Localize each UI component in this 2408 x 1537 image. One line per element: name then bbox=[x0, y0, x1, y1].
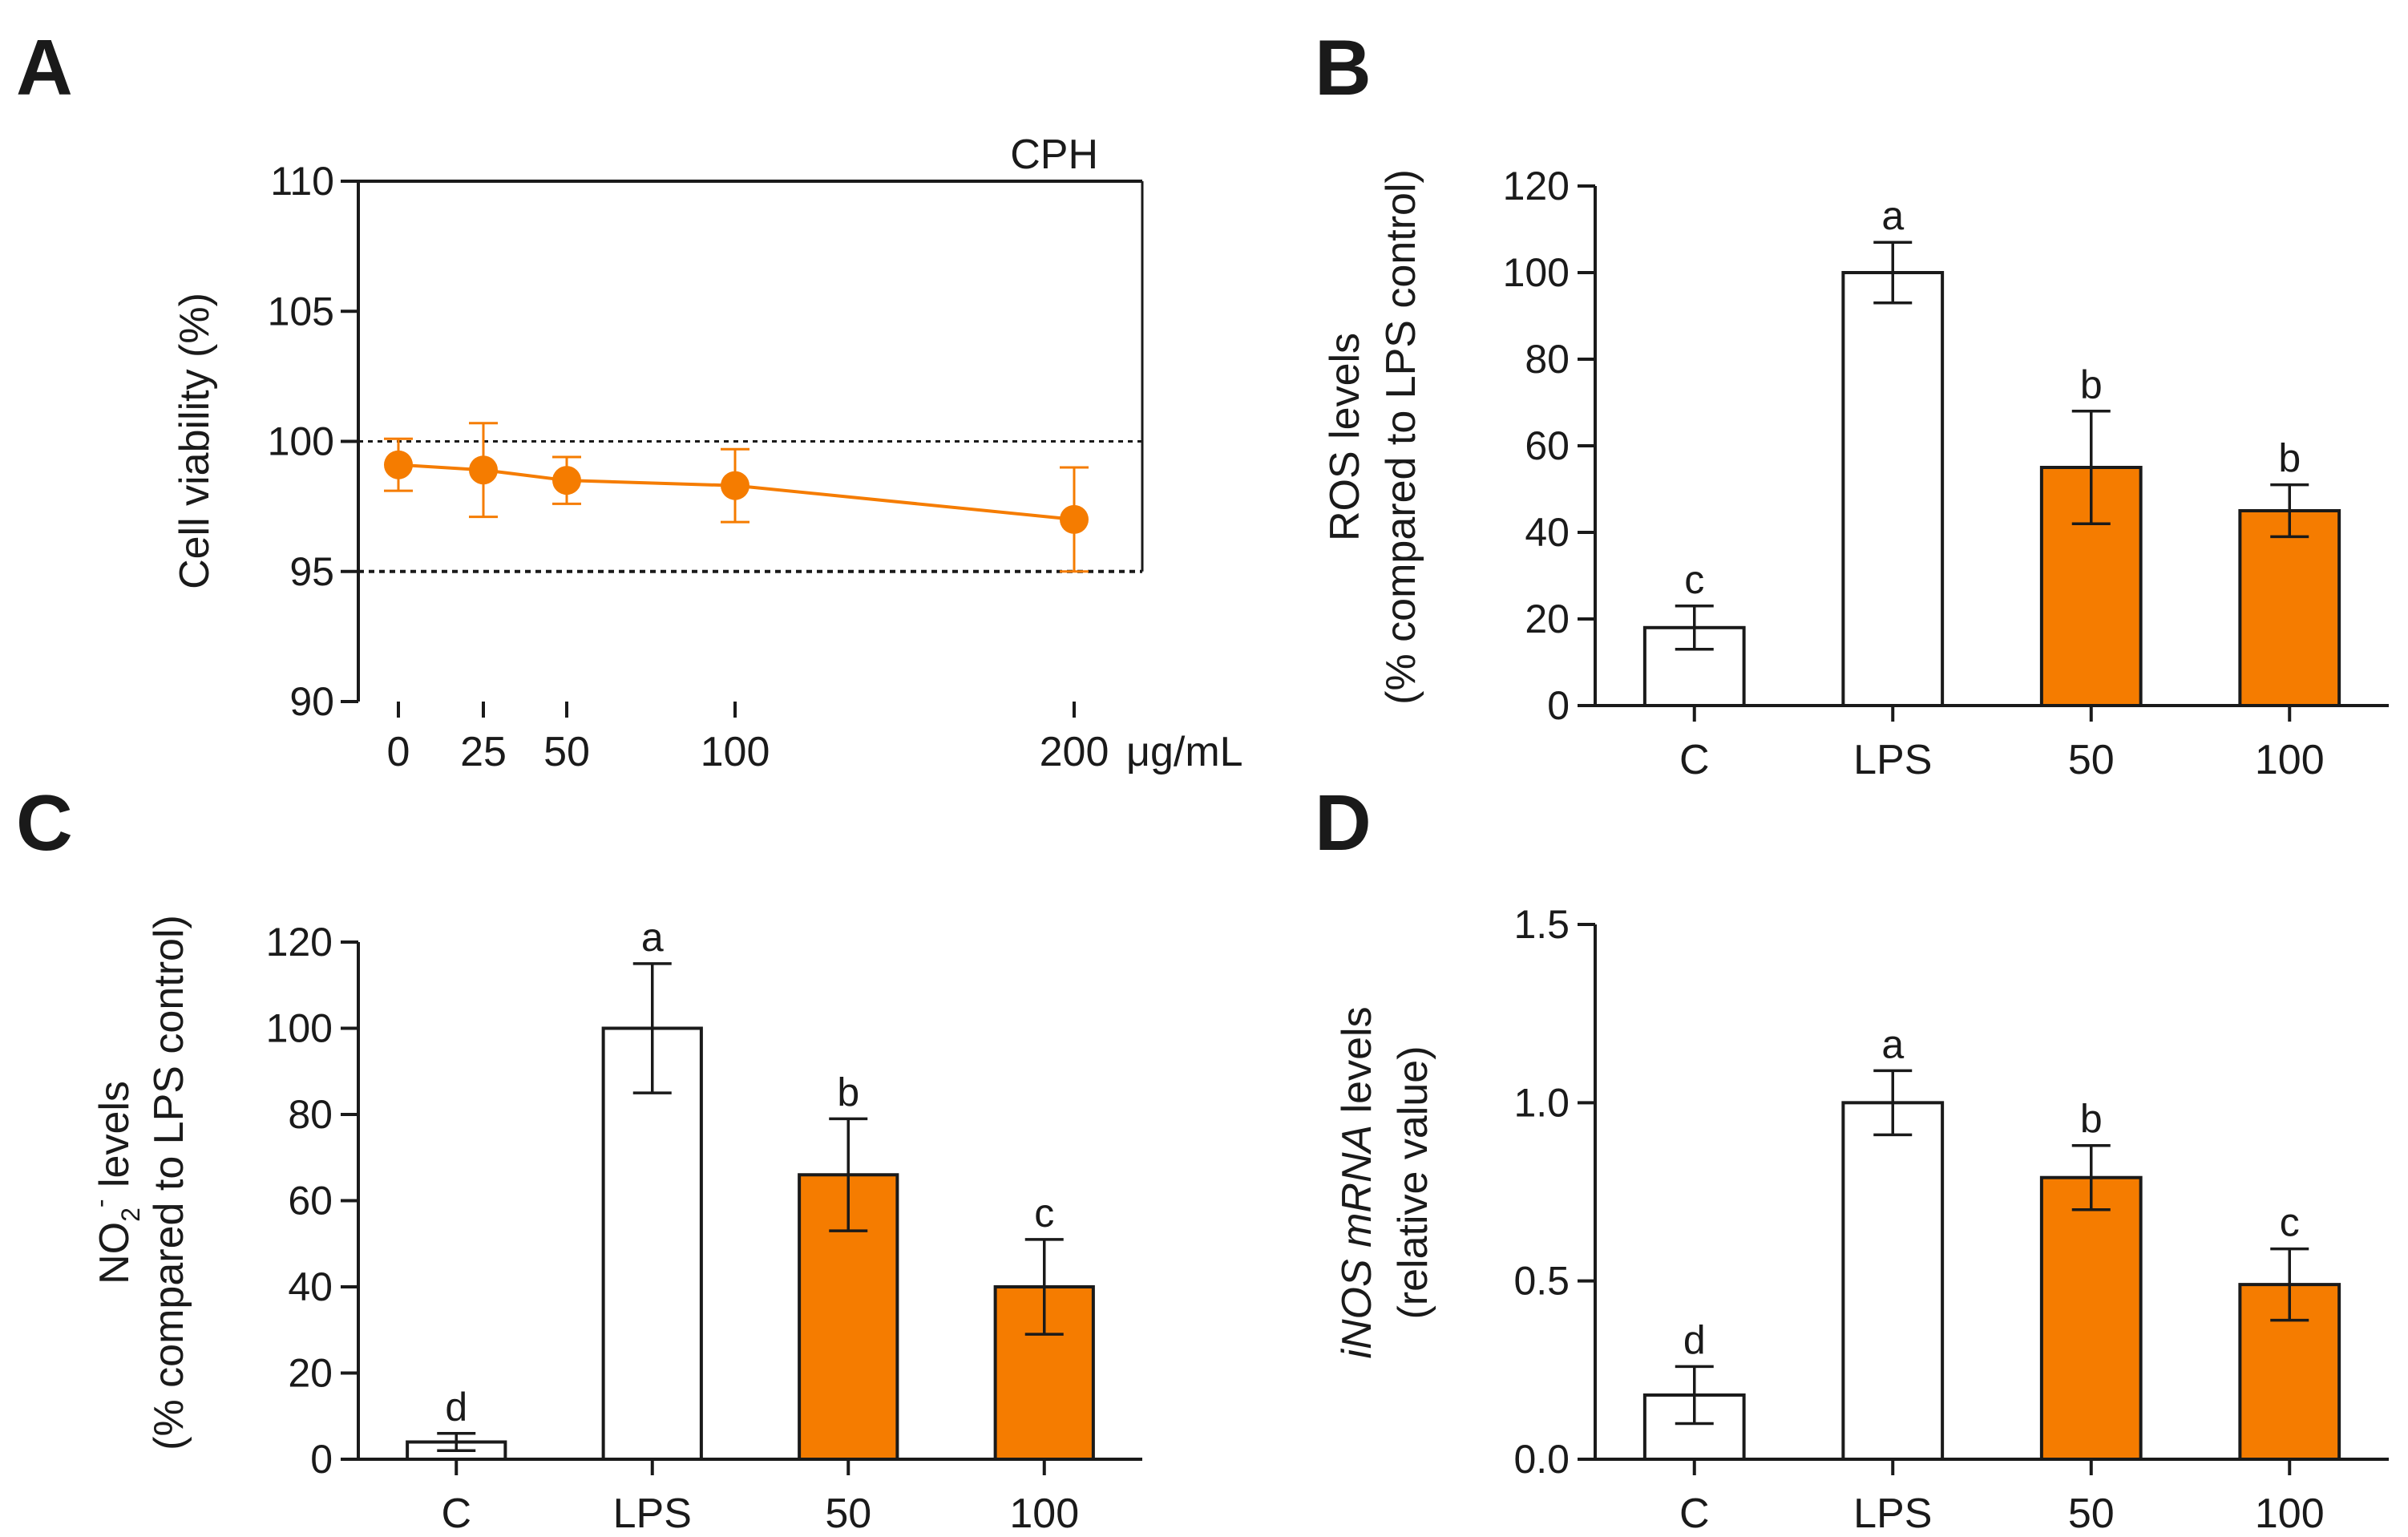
category-label: 100 bbox=[2255, 1490, 2325, 1537]
x-tick-label: 100 bbox=[701, 729, 770, 775]
panel-letter-b: B bbox=[1315, 23, 1372, 111]
x-tick-label: 0 bbox=[387, 729, 410, 775]
panel-letter-c: C bbox=[16, 779, 73, 867]
significance-letter: b bbox=[2278, 436, 2301, 481]
data-point bbox=[384, 450, 413, 479]
panel-letter-d: D bbox=[1315, 779, 1372, 867]
category-label: LPS bbox=[613, 1490, 692, 1537]
panel-d-y-axis-label-line2: (relative value) bbox=[1390, 1046, 1436, 1319]
y-tick-label: 40 bbox=[288, 1264, 333, 1309]
y-tick-label: 120 bbox=[266, 920, 333, 965]
category-label: 100 bbox=[2255, 737, 2325, 783]
no-superscript: - bbox=[86, 1199, 115, 1207]
no-label: NO bbox=[91, 1222, 138, 1284]
panel-letter-a: A bbox=[16, 23, 73, 111]
x-tick-label: 25 bbox=[460, 729, 507, 775]
category-label: C bbox=[1679, 737, 1710, 783]
svg-text:iNOS mRNA levels: iNOS mRNA levels bbox=[1334, 1006, 1380, 1358]
panel-b-bar-chart: 0 20 40 60 80 100 120 c Ca LPS b 50 b 100 bbox=[1503, 164, 2389, 783]
levels-label: levels bbox=[91, 1081, 138, 1199]
no-subscript: 2 bbox=[116, 1207, 145, 1222]
y-tick-label: 110 bbox=[270, 159, 334, 204]
panel-c-bar-chart: 0 20 40 60 80 100 120 d Ca LPS b 50 c 100 bbox=[266, 915, 1142, 1537]
y-tick-label: 20 bbox=[288, 1351, 333, 1396]
svg-text:NO2- levels: NO2- levels bbox=[86, 1081, 145, 1284]
y-tick-label: 1.0 bbox=[1513, 1080, 1570, 1125]
significance-letter: a bbox=[1881, 1021, 1904, 1066]
y-tick-label: 100 bbox=[1503, 250, 1570, 295]
y-tick-label: 0.0 bbox=[1513, 1437, 1570, 1482]
y-tick-label: 0 bbox=[310, 1437, 333, 1482]
significance-letter: a bbox=[1881, 193, 1904, 238]
y-tick-label: 80 bbox=[1525, 337, 1570, 382]
data-point bbox=[1060, 504, 1089, 534]
significance-letter: b bbox=[837, 1070, 859, 1114]
category-label: 50 bbox=[2068, 737, 2115, 783]
bar-50 bbox=[2039, 1175, 2143, 1462]
bar-100 bbox=[2238, 509, 2341, 707]
y-tick-label: 95 bbox=[289, 549, 334, 594]
significance-letter: c bbox=[2280, 1200, 2300, 1245]
significance-letter: d bbox=[1683, 1317, 1706, 1362]
y-tick-label: 105 bbox=[268, 289, 334, 334]
x-tick-label: 200 bbox=[1040, 729, 1109, 775]
significance-letter: b bbox=[2080, 362, 2103, 407]
y-tick-label: 60 bbox=[1525, 423, 1570, 468]
panel-a-line-chart: 90 95 100 105 110 0 25 50 100 200 bbox=[268, 159, 1144, 775]
levels-label-d: levels bbox=[1334, 1006, 1380, 1124]
category-label: 100 bbox=[1009, 1490, 1079, 1537]
inos-mrna-label: iNOS mRNA bbox=[1334, 1125, 1380, 1359]
bar-lps bbox=[1841, 1101, 1945, 1462]
y-tick-label: 90 bbox=[289, 679, 334, 724]
panel-a-title: CPH bbox=[1010, 131, 1098, 178]
y-tick-label: 20 bbox=[1525, 597, 1570, 641]
significance-letter: d bbox=[445, 1385, 467, 1430]
panel-d-bar-chart: 0.0 0.5 1.0 1.5 d Ca LPS b 50 c 100 bbox=[1513, 902, 2389, 1537]
panel-b-y-axis-label-line1: ROS levels bbox=[1322, 333, 1368, 541]
category-label: 50 bbox=[825, 1490, 871, 1537]
significance-letter: c bbox=[1034, 1191, 1054, 1236]
panel-b-y-axis-label-line2: (% compared to LPS control) bbox=[1378, 169, 1424, 705]
y-tick-label: 1.5 bbox=[1513, 902, 1570, 947]
data-point bbox=[552, 466, 581, 495]
y-tick-label: 100 bbox=[268, 419, 334, 464]
y-tick-label: 80 bbox=[288, 1092, 333, 1137]
panel-a-x-unit: μg/mL bbox=[1126, 729, 1243, 775]
bar-lps bbox=[1841, 271, 1945, 707]
panel-c-y-axis-label-line1: NO2- levels bbox=[86, 1081, 145, 1284]
y-tick-label: 0.5 bbox=[1513, 1259, 1570, 1304]
data-point bbox=[469, 455, 498, 485]
y-tick-label: 120 bbox=[1503, 164, 1570, 208]
y-tick-label: 40 bbox=[1525, 510, 1570, 555]
y-tick-label: 100 bbox=[266, 1006, 333, 1051]
data-point bbox=[721, 471, 749, 500]
category-label: LPS bbox=[1853, 1490, 1932, 1537]
y-tick-label: 60 bbox=[288, 1179, 333, 1224]
panel-a-y-axis-label: Cell viability (%) bbox=[172, 293, 218, 589]
significance-letter: c bbox=[1684, 557, 1704, 602]
y-tick-label: 0 bbox=[1547, 683, 1570, 728]
x-tick-label: 50 bbox=[543, 729, 590, 775]
panel-c-y-axis-label-line2: (% compared to LPS control) bbox=[146, 915, 192, 1450]
bar-lps bbox=[601, 1026, 703, 1461]
significance-letter: b bbox=[2080, 1097, 2103, 1142]
category-label: C bbox=[441, 1490, 471, 1537]
category-label: C bbox=[1679, 1490, 1710, 1537]
category-label: 50 bbox=[2068, 1490, 2115, 1537]
significance-letter: a bbox=[641, 915, 664, 960]
panel-d-y-axis-label-line1: iNOS mRNA levels bbox=[1334, 1006, 1380, 1358]
category-label: LPS bbox=[1853, 737, 1932, 783]
